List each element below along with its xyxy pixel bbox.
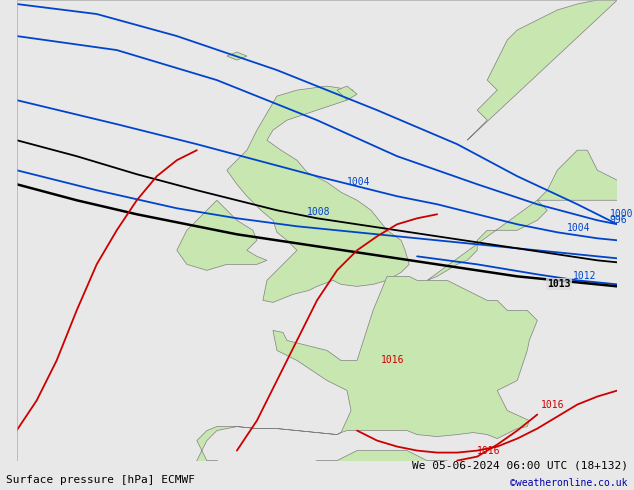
Polygon shape xyxy=(227,52,247,60)
Text: 1016: 1016 xyxy=(541,399,565,410)
Polygon shape xyxy=(187,427,447,490)
Text: 996: 996 xyxy=(609,215,627,225)
Polygon shape xyxy=(337,86,357,100)
Text: 1004: 1004 xyxy=(567,223,591,233)
Text: ©weatheronline.co.uk: ©weatheronline.co.uk xyxy=(510,478,628,488)
Text: We 05-06-2024 06:00 UTC (18+132): We 05-06-2024 06:00 UTC (18+132) xyxy=(411,461,628,470)
Text: 1016: 1016 xyxy=(381,355,404,366)
Text: 1008: 1008 xyxy=(307,207,330,217)
Text: 1012: 1012 xyxy=(573,271,597,281)
Polygon shape xyxy=(273,276,537,439)
Text: Surface pressure [hPa] ECMWF: Surface pressure [hPa] ECMWF xyxy=(6,475,195,485)
Text: 1004: 1004 xyxy=(347,177,370,187)
Polygon shape xyxy=(427,200,547,280)
Polygon shape xyxy=(177,200,267,270)
Text: 1013: 1013 xyxy=(547,279,571,290)
Text: 1000: 1000 xyxy=(609,209,633,220)
Text: 1016: 1016 xyxy=(477,445,501,456)
Polygon shape xyxy=(227,86,409,302)
Polygon shape xyxy=(537,150,628,200)
Polygon shape xyxy=(467,0,618,140)
